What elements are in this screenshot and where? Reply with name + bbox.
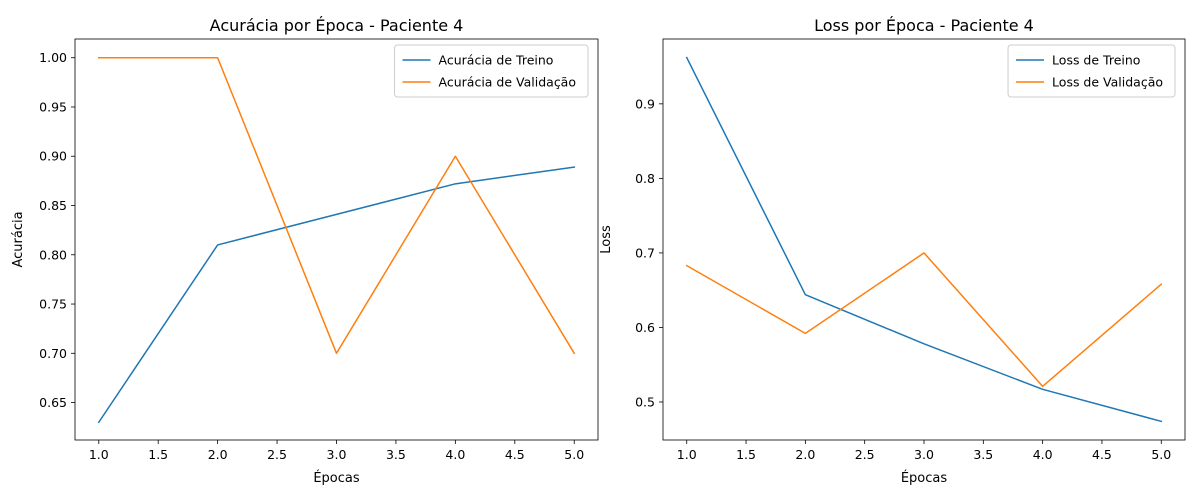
- loss-y-tick-label: 0.5: [635, 394, 655, 409]
- accuracy-plot-frame: [74, 38, 599, 441]
- loss-series-line-0: [685, 56, 1163, 423]
- accuracy-y-tick-label: 0.90: [39, 149, 67, 164]
- loss-y-tick-label: 0.7: [635, 245, 655, 260]
- accuracy-x-tick-label: 1.0: [89, 447, 109, 462]
- accuracy-x-tick-label: 2.5: [267, 447, 287, 462]
- accuracy-series-line-1: [98, 56, 576, 355]
- loss-legend-box: [1007, 44, 1176, 98]
- loss-x-tick-label: 4.5: [1092, 447, 1112, 462]
- accuracy-x-tick-label: 4.0: [445, 447, 465, 462]
- accuracy-legend-label: Acurácia de Treino: [439, 53, 554, 68]
- loss-x-tick-label: 3.0: [914, 447, 934, 462]
- loss-y-tick-label: 0.8: [635, 171, 655, 186]
- accuracy-x-axis-label: Épocas: [313, 470, 360, 486]
- accuracy-y-tick-label: 0.85: [39, 198, 67, 213]
- loss-x-tick-label: 1.5: [736, 447, 756, 462]
- accuracy-x-tick-label: 3.5: [386, 447, 406, 462]
- accuracy-y-tick-label: 0.70: [39, 346, 67, 361]
- accuracy-chart: Acurácia por Época - Paciente 4 Épocas A…: [11, 16, 599, 486]
- loss-x-tick-label: 3.5: [973, 447, 993, 462]
- accuracy-legend: Acurácia de Treino Acurácia de Validação: [394, 44, 589, 98]
- accuracy-x-tick-label: 2.0: [208, 447, 228, 462]
- loss-series-line-1: [685, 252, 1163, 388]
- loss-x-tick-label: 2.0: [795, 447, 815, 462]
- loss-x-tick-label: 4.0: [1033, 447, 1053, 462]
- loss-x-axis-label: Épocas: [901, 470, 948, 486]
- accuracy-legend-box: [394, 44, 589, 98]
- loss-x-tick-label: 2.5: [855, 447, 875, 462]
- loss-legend: Loss de Treino Loss de Validação: [1007, 44, 1176, 98]
- accuracy-y-tick-label: 0.75: [39, 297, 67, 312]
- accuracy-legend-label: Acurácia de Validação: [439, 75, 576, 90]
- accuracy-y-tick-label: 0.65: [39, 395, 67, 410]
- accuracy-y-tick-label: 0.80: [39, 247, 67, 262]
- accuracy-y-tick-label: 1.00: [39, 50, 67, 65]
- accuracy-y-tick-label: 0.95: [39, 99, 67, 114]
- accuracy-x-tick-label: 1.5: [148, 447, 168, 462]
- accuracy-x-tick-label: 3.0: [327, 447, 347, 462]
- loss-y-axis-label: Loss: [599, 225, 614, 254]
- loss-y-tick-label: 0.9: [635, 96, 655, 111]
- accuracy-x-tick-label: 4.5: [505, 447, 525, 462]
- loss-chart-title: Loss por Época - Paciente 4: [814, 16, 1034, 35]
- loss-chart: Loss por Época - Paciente 4 Épocas Loss …: [599, 16, 1186, 486]
- loss-x-tick-label: 5.0: [1151, 447, 1171, 462]
- loss-legend-label: Loss de Treino: [1052, 53, 1140, 68]
- loss-x-tick-label: 1.0: [677, 447, 697, 462]
- loss-plot-frame: [662, 38, 1186, 441]
- loss-y-tick-label: 0.6: [635, 320, 655, 335]
- accuracy-chart-title: Acurácia por Época - Paciente 4: [210, 16, 464, 35]
- loss-legend-label: Loss de Validação: [1052, 75, 1163, 90]
- accuracy-x-tick-label: 5.0: [564, 447, 584, 462]
- accuracy-y-axis-label: Acurácia: [11, 211, 26, 267]
- accuracy-series-line-0: [97, 166, 576, 424]
